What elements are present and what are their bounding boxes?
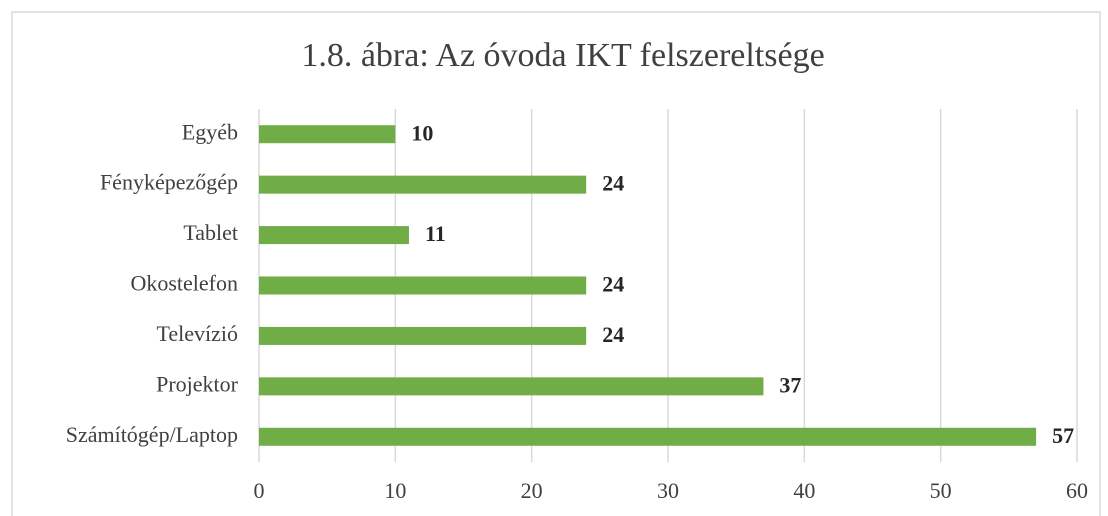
x-tick-label: 10 — [384, 478, 406, 503]
y-tick-label: Projektor — [156, 371, 239, 396]
y-tick-label: Egyéb — [182, 119, 238, 144]
bar — [259, 125, 396, 144]
data-label: 10 — [411, 120, 433, 145]
x-tick-label: 0 — [254, 478, 265, 503]
y-tick-label: Okostelefon — [130, 271, 238, 296]
chart-title: 1.8. ábra: Az óvoda IKT felszereltsége — [301, 37, 824, 74]
x-tick-label: 20 — [521, 478, 543, 503]
bar — [259, 326, 587, 345]
y-tick-label: Tablet — [183, 220, 238, 245]
x-tick-label: 30 — [657, 478, 679, 503]
data-label: 24 — [602, 322, 624, 347]
data-label: 24 — [602, 272, 624, 297]
bar — [259, 276, 587, 295]
bar — [259, 427, 1037, 446]
data-label: 24 — [602, 171, 624, 196]
data-label: 57 — [1052, 423, 1074, 448]
y-tick-label: Számítógép/Laptop — [66, 422, 238, 447]
bar — [259, 377, 764, 396]
y-tick-label: Fényképezőgép — [100, 170, 238, 195]
x-tick-label: 60 — [1066, 478, 1088, 503]
data-label: 11 — [425, 221, 446, 246]
data-label: 37 — [779, 372, 801, 397]
y-tick-label: Televízió — [156, 321, 238, 346]
x-tick-label: 40 — [793, 478, 815, 503]
x-tick-label: 50 — [930, 478, 952, 503]
bar — [259, 175, 587, 194]
bar — [259, 226, 409, 245]
